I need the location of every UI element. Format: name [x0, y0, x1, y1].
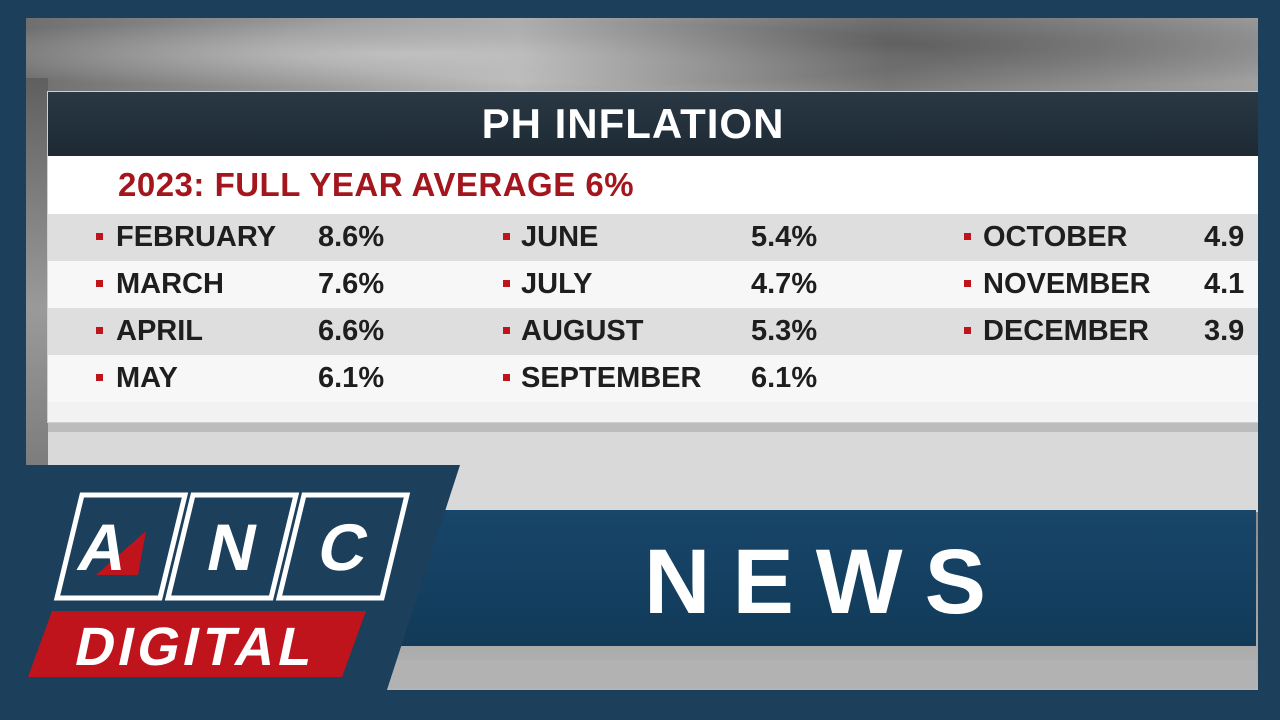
bullet-icon — [503, 280, 510, 287]
inflation-value: 4.9 — [1204, 221, 1245, 253]
table-row: MAY 6.1% SEPTEMBER 6.1% — [48, 355, 1258, 402]
month-label: APRIL — [116, 315, 203, 347]
inflation-value: 7.6% — [318, 268, 385, 300]
bullet-icon — [503, 327, 510, 334]
bullet-icon — [503, 374, 510, 381]
background-left-strip — [26, 78, 48, 538]
logo-box-a — [53, 492, 189, 601]
inflation-card: PH INFLATION 2023: FULL YEAR AVERAGE 6% … — [48, 92, 1258, 422]
logo-box-n — [164, 492, 300, 601]
month-label: MARCH — [116, 268, 224, 300]
month-label: NOVEMBER — [983, 268, 1151, 300]
inflation-value: 6.1% — [318, 362, 385, 394]
month-label: JULY — [521, 268, 593, 300]
news-bar: NEWS — [376, 510, 1256, 646]
logo-letter-c: C — [312, 512, 375, 585]
inflation-value: 8.6% — [318, 221, 385, 253]
logo-red-chevron — [96, 531, 146, 575]
logo-box-c — [275, 492, 411, 601]
bullet-icon — [96, 280, 103, 287]
table-row: FEBRUARY 8.6% JUNE 5.4% OCTOBER 4.9 — [48, 214, 1258, 261]
news-label: NEWS — [644, 531, 1008, 633]
bullet-icon — [964, 233, 971, 240]
inflation-value: 5.4% — [751, 221, 818, 253]
inflation-value: 4.7% — [751, 268, 818, 300]
table-row: MARCH 7.6% JULY 4.7% NOVEMBER 4.1 — [48, 261, 1258, 308]
bullet-icon — [503, 233, 510, 240]
inflation-value: 5.3% — [751, 315, 818, 347]
bottom-strip — [376, 660, 1256, 688]
anc-digital-logo: A N C DIGITAL — [28, 492, 411, 677]
bullet-icon — [964, 280, 971, 287]
month-label: DECEMBER — [983, 315, 1149, 347]
month-label: SEPTEMBER — [521, 362, 702, 394]
table-row: APRIL 6.6% AUGUST 5.3% DECEMBER 3.9 — [48, 308, 1258, 355]
logo-digital-band — [28, 611, 366, 677]
inflation-value: 6.6% — [318, 315, 385, 347]
inflation-value: 3.9 — [1204, 315, 1245, 347]
bullet-icon — [96, 233, 103, 240]
bullet-icon — [96, 327, 103, 334]
month-label: MAY — [116, 362, 178, 394]
logo-letter-boxes — [53, 492, 411, 601]
card-subtitle: 2023: FULL YEAR AVERAGE 6% — [48, 156, 1258, 214]
logo-letter-n: N — [201, 512, 264, 585]
month-label: FEBRUARY — [116, 221, 277, 253]
monthly-table: FEBRUARY 8.6% JUNE 5.4% OCTOBER 4.9 MARC… — [48, 214, 1258, 402]
video-frame: PH INFLATION 2023: FULL YEAR AVERAGE 6% … — [26, 18, 1258, 690]
inflation-value: 6.1% — [751, 362, 818, 394]
bullet-icon — [964, 327, 971, 334]
month-label: JUNE — [521, 221, 599, 253]
month-label: OCTOBER — [983, 221, 1128, 253]
inflation-value: 4.1 — [1204, 268, 1245, 300]
card-title: PH INFLATION — [48, 92, 1258, 156]
bullet-icon — [96, 374, 103, 381]
logo-digital-text: DIGITAL — [70, 617, 323, 677]
month-label: AUGUST — [521, 315, 644, 347]
